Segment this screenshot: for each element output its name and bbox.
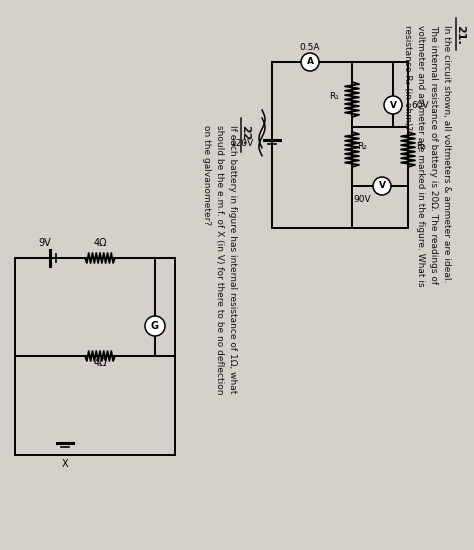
Text: 90V: 90V bbox=[353, 195, 371, 204]
Text: 22.: 22. bbox=[240, 125, 250, 145]
Circle shape bbox=[373, 177, 391, 195]
Text: 21.: 21. bbox=[455, 25, 465, 45]
Circle shape bbox=[301, 53, 319, 71]
Text: 4Ω: 4Ω bbox=[93, 238, 107, 248]
Text: R₁: R₁ bbox=[329, 92, 339, 101]
Text: resistance R₂ (in ohm)?: resistance R₂ (in ohm)? bbox=[403, 25, 412, 130]
Circle shape bbox=[145, 316, 165, 336]
Text: A: A bbox=[307, 58, 313, 67]
Text: 9V: 9V bbox=[38, 238, 51, 248]
Text: R₂: R₂ bbox=[357, 142, 367, 151]
Text: If each battery in figure has internal resistance of 1Ω, what: If each battery in figure has internal r… bbox=[228, 125, 237, 393]
Text: V: V bbox=[379, 182, 385, 190]
Text: X: X bbox=[62, 459, 68, 469]
Text: R₃: R₃ bbox=[416, 142, 426, 151]
Text: on the galvanometer?: on the galvanometer? bbox=[202, 125, 211, 225]
Text: In the circuit shown, all voltmeters & ammeter are ideal.: In the circuit shown, all voltmeters & a… bbox=[442, 25, 451, 282]
Text: 4Ω: 4Ω bbox=[93, 358, 107, 368]
Text: V: V bbox=[390, 101, 396, 109]
Text: 60V: 60V bbox=[411, 101, 428, 109]
Text: G: G bbox=[151, 321, 159, 331]
Text: 0.5A: 0.5A bbox=[300, 42, 320, 52]
Text: 120V: 120V bbox=[231, 139, 254, 147]
Circle shape bbox=[384, 96, 402, 114]
Text: voltmeter and ammeter are marked in the figure. What is: voltmeter and ammeter are marked in the … bbox=[416, 25, 425, 287]
Text: should be the e.m.f. of X (in V) for there to be no deflection: should be the e.m.f. of X (in V) for the… bbox=[215, 125, 224, 394]
Text: The internal resistance of battery is 20Ω. The readings of: The internal resistance of battery is 20… bbox=[429, 25, 438, 284]
